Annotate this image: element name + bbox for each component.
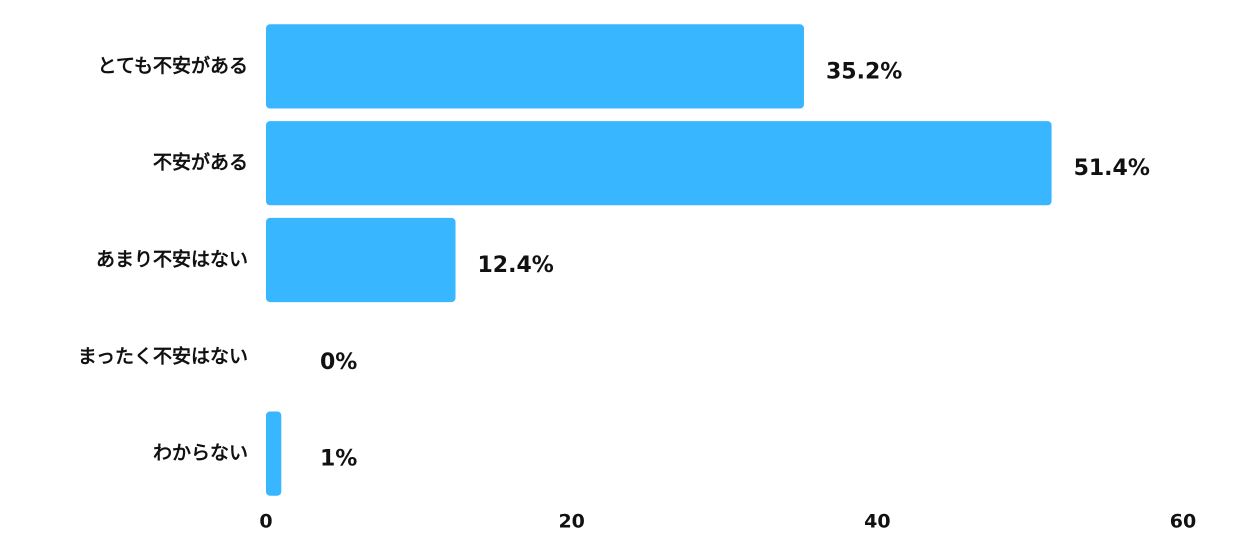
- value-label: 0%: [320, 350, 357, 375]
- bar: [266, 217, 456, 303]
- bar: [266, 411, 282, 496]
- x-tick-label: 40: [864, 511, 890, 533]
- value-label: 12.4%: [478, 253, 554, 278]
- x-tick-label: 0: [259, 511, 272, 533]
- value-label: 51.4%: [1074, 156, 1150, 181]
- x-tick-label: 60: [1170, 511, 1196, 533]
- category-label: 不安がある: [153, 151, 248, 174]
- bar: [266, 121, 1052, 206]
- category-label: まったく不安はない: [78, 344, 248, 367]
- x-tick-label: 20: [558, 511, 584, 533]
- category-label: あまり不安はない: [96, 248, 248, 271]
- category-label: わからない: [153, 442, 248, 464]
- category-label: とても不安がある: [98, 54, 248, 77]
- value-label: 35.2%: [826, 59, 902, 84]
- value-label: 1%: [320, 447, 357, 472]
- bar: [266, 24, 804, 109]
